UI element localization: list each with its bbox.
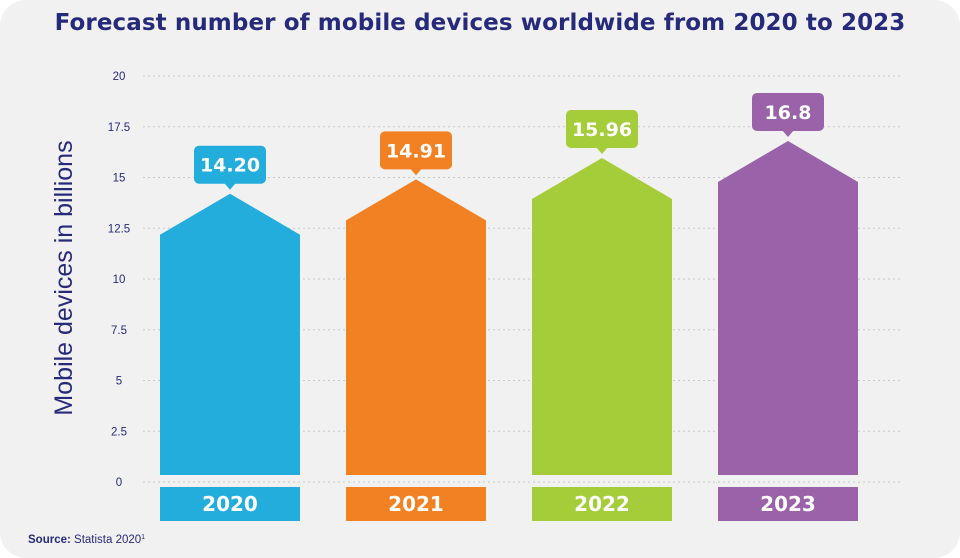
- category-box: [346, 487, 486, 521]
- x-tick-label: 2023: [760, 492, 816, 516]
- callout-pointer: [596, 147, 608, 155]
- bar-2022: [532, 158, 672, 475]
- source-note: Source: Statista 20201: [28, 534, 145, 546]
- callout-box: [380, 131, 452, 170]
- callout-box: [194, 145, 266, 184]
- callout-box: [566, 110, 638, 149]
- data-label: 15.96: [572, 119, 632, 141]
- x-tick-label: 2022: [574, 492, 630, 516]
- x-tick-label: 2020: [202, 492, 258, 516]
- value-callout-2022: 15.96: [566, 110, 638, 155]
- source-text: Statista 2020: [74, 534, 142, 546]
- source-label: Source:: [28, 534, 71, 546]
- x-category-2022: 2022: [532, 487, 672, 521]
- data-label: 14.91: [386, 140, 446, 162]
- y-tick-label: 7.5: [111, 325, 127, 337]
- x-tick-label: 2021: [388, 492, 444, 516]
- x-category-2021: 2021: [346, 487, 486, 521]
- bar-2020: [160, 193, 300, 476]
- value-callout-2023: 16.8: [752, 92, 824, 137]
- y-tick-label: 12.5: [108, 223, 130, 235]
- callout-pointer: [224, 182, 236, 190]
- y-tick-label: 20: [113, 71, 126, 83]
- category-box: [532, 487, 672, 521]
- callout-box: [752, 92, 824, 131]
- value-callout-2020: 14.20: [194, 145, 266, 190]
- y-tick-label: 15: [113, 173, 126, 185]
- value-callout-2021: 14.91: [380, 131, 452, 176]
- data-label: 14.20: [200, 155, 260, 177]
- chart-title: Forecast number of mobile devices worldw…: [54, 10, 906, 36]
- y-axis-label: Mobile devices in billions: [50, 140, 78, 415]
- category-box: [160, 487, 300, 521]
- source-footnote-marker: 1: [141, 534, 146, 541]
- x-category-2020: 2020: [160, 487, 300, 521]
- callout-pointer: [410, 168, 422, 176]
- y-tick-label: 17.5: [108, 122, 130, 134]
- y-tick-label: 10: [113, 274, 126, 286]
- data-label: 16.8: [765, 102, 812, 124]
- category-box: [718, 487, 858, 521]
- x-category-2023: 2023: [718, 487, 858, 521]
- y-tick-label: 5: [116, 376, 122, 388]
- bar-2021: [346, 179, 486, 475]
- bar-2023: [718, 140, 858, 475]
- callout-pointer: [782, 129, 794, 137]
- y-tick-label: 2.5: [111, 426, 127, 438]
- y-tick-label: 0: [116, 477, 122, 489]
